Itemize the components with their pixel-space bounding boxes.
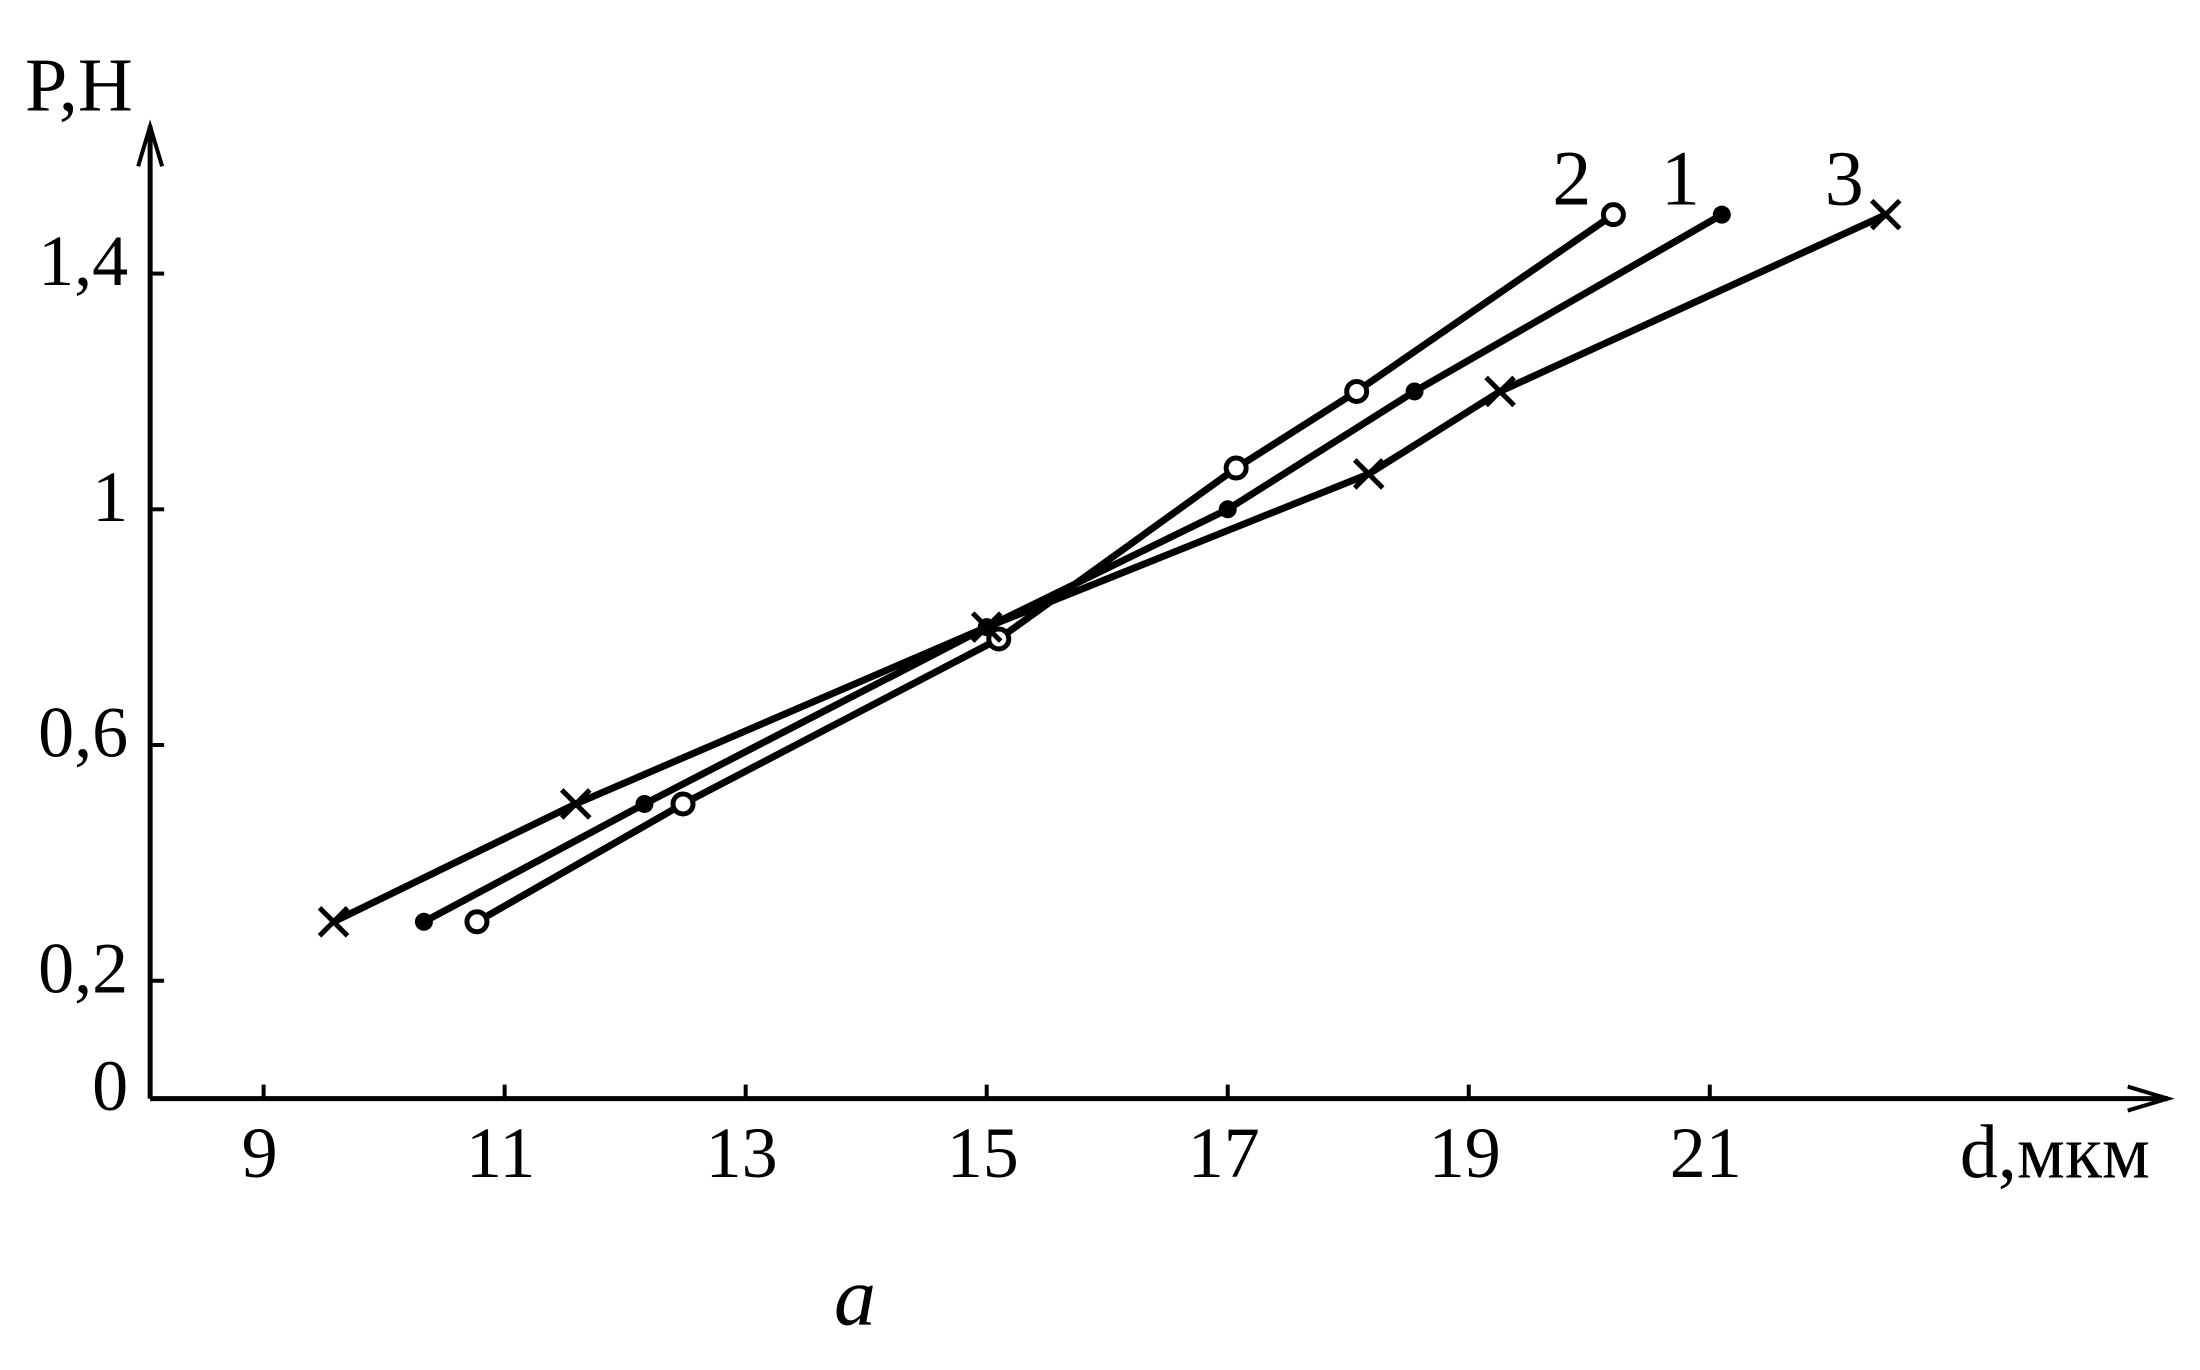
point bbox=[1218, 500, 1237, 519]
y-tick-label: 1 bbox=[92, 457, 128, 537]
series-line bbox=[331, 211, 1888, 925]
x-tick-label: 15 bbox=[947, 1113, 1019, 1193]
x-axis-label: d,мкм bbox=[1960, 1110, 2150, 1194]
y-tick-label: 0 bbox=[92, 1046, 128, 1126]
x-axis-arrow bbox=[2127, 1084, 2175, 1113]
series-label: 1 bbox=[1661, 135, 1700, 222]
y-axis-arrow bbox=[136, 119, 165, 167]
y-axis-label: P,Н bbox=[25, 43, 133, 127]
point bbox=[1405, 382, 1424, 401]
point bbox=[317, 906, 350, 938]
x-tick-label: 13 bbox=[706, 1113, 778, 1193]
series-line bbox=[422, 211, 1724, 925]
x-tick-label: 19 bbox=[1429, 1113, 1501, 1193]
point bbox=[1869, 198, 1902, 231]
point bbox=[1712, 205, 1731, 224]
x-tick-label: 17 bbox=[1188, 1113, 1260, 1193]
y-tick-label: 0,6 bbox=[38, 693, 128, 773]
caption: a bbox=[834, 1250, 876, 1343]
point bbox=[670, 791, 696, 817]
point bbox=[559, 788, 592, 820]
series-label: 2 bbox=[1552, 135, 1591, 222]
point bbox=[635, 794, 654, 813]
point bbox=[1600, 202, 1626, 228]
x-tick-label: 21 bbox=[1670, 1113, 1742, 1193]
point bbox=[1484, 375, 1516, 408]
point bbox=[970, 611, 1003, 643]
y-tick-label: 1,4 bbox=[38, 221, 128, 301]
series-line bbox=[475, 211, 1616, 925]
point bbox=[1223, 455, 1249, 481]
point bbox=[1344, 378, 1370, 404]
x-tick-label: 9 bbox=[242, 1113, 278, 1193]
point bbox=[414, 912, 433, 931]
point bbox=[1352, 458, 1385, 490]
x-tick-label: 11 bbox=[466, 1113, 535, 1193]
point bbox=[464, 909, 490, 935]
y-tick-label: 0,2 bbox=[38, 928, 128, 1008]
series-label: 3 bbox=[1825, 135, 1864, 222]
